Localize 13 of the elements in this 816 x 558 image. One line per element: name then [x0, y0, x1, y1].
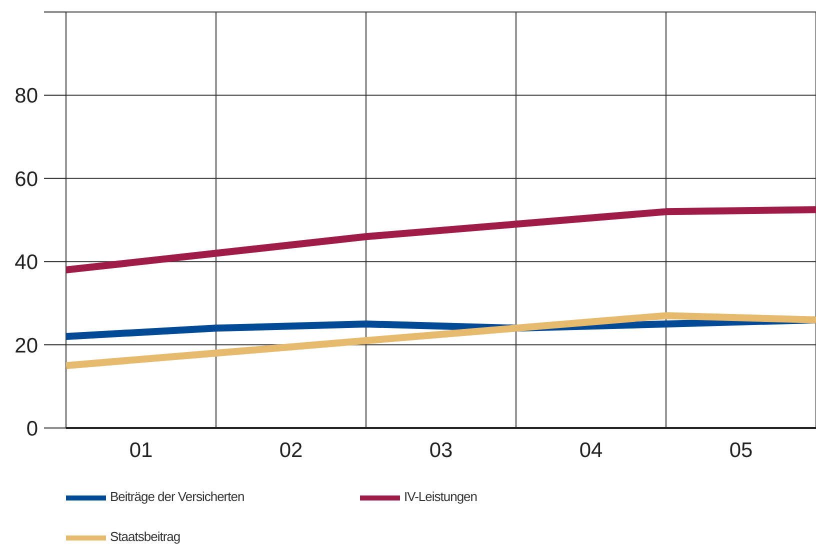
y-tick-label: 60 [14, 168, 38, 191]
y-tick-label: 20 [14, 334, 38, 358]
legend-label: Beiträge der Versicherten [110, 488, 246, 506]
x-tick-label: 03 [429, 438, 453, 462]
x-tick-label: 04 [579, 438, 603, 462]
x-tick-label: 02 [279, 438, 303, 462]
legend-label: Staatsbeitrag [110, 528, 182, 546]
y-tick-label: 40 [14, 251, 38, 274]
legend-label: IV-Leistungen [404, 488, 478, 506]
x-tick-label: 05 [729, 438, 753, 462]
y-tick-label: 0 [26, 417, 38, 440]
x-tick-label: 01 [129, 438, 153, 462]
y-tick-label: 80 [14, 84, 38, 108]
